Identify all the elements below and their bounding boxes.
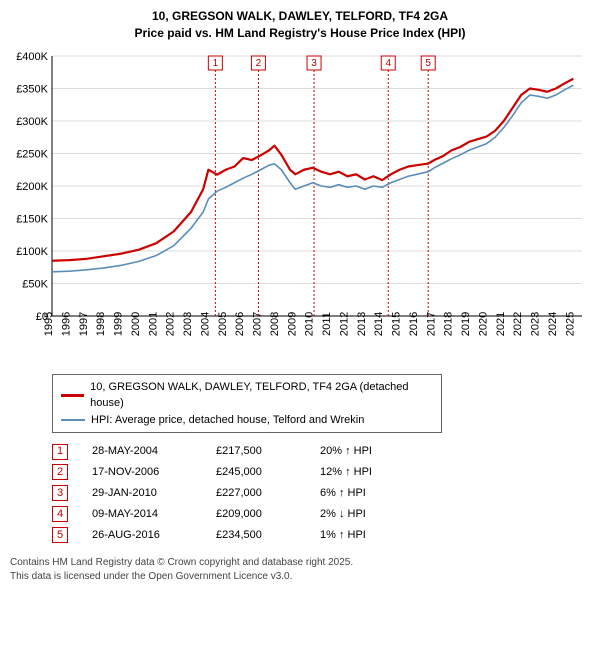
svg-text:1: 1	[213, 58, 219, 69]
svg-text:2001: 2001	[147, 311, 159, 335]
marker-price: £227,000	[216, 483, 296, 504]
svg-text:1997: 1997	[78, 311, 90, 335]
svg-text:2006: 2006	[234, 311, 246, 335]
svg-text:£50K: £50K	[22, 278, 48, 290]
title-line-2: Price paid vs. HM Land Registry's House …	[10, 25, 590, 42]
svg-text:2000: 2000	[130, 311, 142, 335]
legend: 10, GREGSON WALK, DAWLEY, TELFORD, TF4 2…	[52, 374, 442, 434]
svg-text:2012: 2012	[338, 311, 350, 335]
svg-text:3: 3	[311, 58, 317, 69]
marker-price: £217,500	[216, 441, 296, 462]
marker-number-icon: 2	[52, 464, 68, 480]
svg-text:2008: 2008	[269, 311, 281, 335]
marker-delta: 2% ↓ HPI	[320, 504, 400, 525]
svg-text:1996: 1996	[60, 311, 72, 335]
svg-text:2022: 2022	[512, 311, 524, 335]
marker-price: £209,000	[216, 504, 296, 525]
marker-row: 3 29-JAN-2010 £227,000 6% ↑ HPI	[52, 483, 590, 504]
svg-text:£250K: £250K	[16, 148, 48, 160]
svg-text:1998: 1998	[95, 311, 107, 335]
svg-text:5: 5	[425, 58, 431, 69]
marker-date: 28-MAY-2004	[92, 441, 192, 462]
legend-item-2: HPI: Average price, detached house, Telf…	[61, 412, 433, 429]
svg-text:2003: 2003	[182, 311, 194, 335]
svg-text:£350K: £350K	[16, 83, 48, 95]
marker-number-icon: 1	[52, 444, 68, 460]
chart-area: £0£50K£100K£150K£200K£250K£300K£350K£400…	[10, 48, 590, 368]
marker-price: £245,000	[216, 462, 296, 483]
svg-text:2020: 2020	[477, 311, 489, 335]
marker-row: 4 09-MAY-2014 £209,000 2% ↓ HPI	[52, 504, 590, 525]
marker-delta: 12% ↑ HPI	[320, 462, 400, 483]
svg-text:2016: 2016	[408, 311, 420, 335]
marker-number-icon: 3	[52, 485, 68, 501]
svg-text:2015: 2015	[391, 311, 403, 335]
markers-table: 1 28-MAY-2004 £217,500 20% ↑ HPI 2 17-NOV-200…	[52, 441, 590, 545]
svg-text:2011: 2011	[321, 312, 333, 336]
marker-row: 1 28-MAY-2004 £217,500 20% ↑ HPI	[52, 441, 590, 462]
svg-text:2023: 2023	[530, 311, 542, 335]
svg-text:2009: 2009	[286, 311, 298, 335]
svg-text:£150K: £150K	[16, 213, 48, 225]
svg-text:2018: 2018	[443, 311, 455, 335]
chart-title: 10, GREGSON WALK, DAWLEY, TELFORD, TF4 2…	[10, 8, 590, 42]
marker-delta: 20% ↑ HPI	[320, 441, 400, 462]
svg-text:2002: 2002	[165, 311, 177, 335]
svg-text:£400K: £400K	[16, 51, 48, 63]
svg-text:2005: 2005	[217, 311, 229, 335]
svg-text:2007: 2007	[252, 311, 264, 335]
svg-text:2014: 2014	[373, 311, 385, 335]
marker-number-icon: 4	[52, 506, 68, 522]
marker-delta: 1% ↑ HPI	[320, 525, 400, 546]
marker-price: £234,500	[216, 525, 296, 546]
svg-text:1999: 1999	[113, 311, 125, 335]
svg-text:2: 2	[256, 58, 262, 69]
svg-text:2021: 2021	[495, 311, 507, 335]
svg-text:1995: 1995	[43, 311, 55, 335]
legend-label-1: 10, GREGSON WALK, DAWLEY, TELFORD, TF4 2…	[90, 379, 433, 412]
legend-swatch-1	[61, 394, 84, 397]
svg-text:£300K: £300K	[16, 116, 48, 128]
legend-swatch-2	[61, 419, 85, 421]
svg-text:2013: 2013	[356, 311, 368, 335]
svg-text:2017: 2017	[425, 311, 437, 335]
svg-text:2024: 2024	[547, 311, 559, 335]
marker-row: 2 17-NOV-2006 £245,000 12% ↑ HPI	[52, 462, 590, 483]
footer-line-2: This data is licensed under the Open Gov…	[10, 570, 590, 584]
legend-item-1: 10, GREGSON WALK, DAWLEY, TELFORD, TF4 2…	[61, 379, 433, 412]
svg-text:2025: 2025	[564, 311, 576, 335]
line-chart: £0£50K£100K£150K£200K£250K£300K£350K£400…	[10, 48, 590, 368]
marker-number-icon: 5	[52, 527, 68, 543]
marker-date: 09-MAY-2014	[92, 504, 192, 525]
marker-row: 5 26-AUG-2016 £234,500 1% ↑ HPI	[52, 525, 590, 546]
svg-text:4: 4	[385, 58, 391, 69]
title-line-1: 10, GREGSON WALK, DAWLEY, TELFORD, TF4 2…	[10, 8, 590, 25]
svg-text:2019: 2019	[460, 311, 472, 335]
marker-delta: 6% ↑ HPI	[320, 483, 400, 504]
marker-date: 17-NOV-2006	[92, 462, 192, 483]
svg-text:£100K: £100K	[16, 246, 48, 258]
footer-line-1: Contains HM Land Registry data © Crown c…	[10, 556, 590, 570]
marker-date: 26-AUG-2016	[92, 525, 192, 546]
marker-date: 29-JAN-2010	[92, 483, 192, 504]
svg-text:£200K: £200K	[16, 181, 48, 193]
svg-text:2004: 2004	[199, 311, 211, 335]
legend-label-2: HPI: Average price, detached house, Telf…	[91, 412, 364, 429]
footer-attribution: Contains HM Land Registry data © Crown c…	[10, 556, 590, 584]
